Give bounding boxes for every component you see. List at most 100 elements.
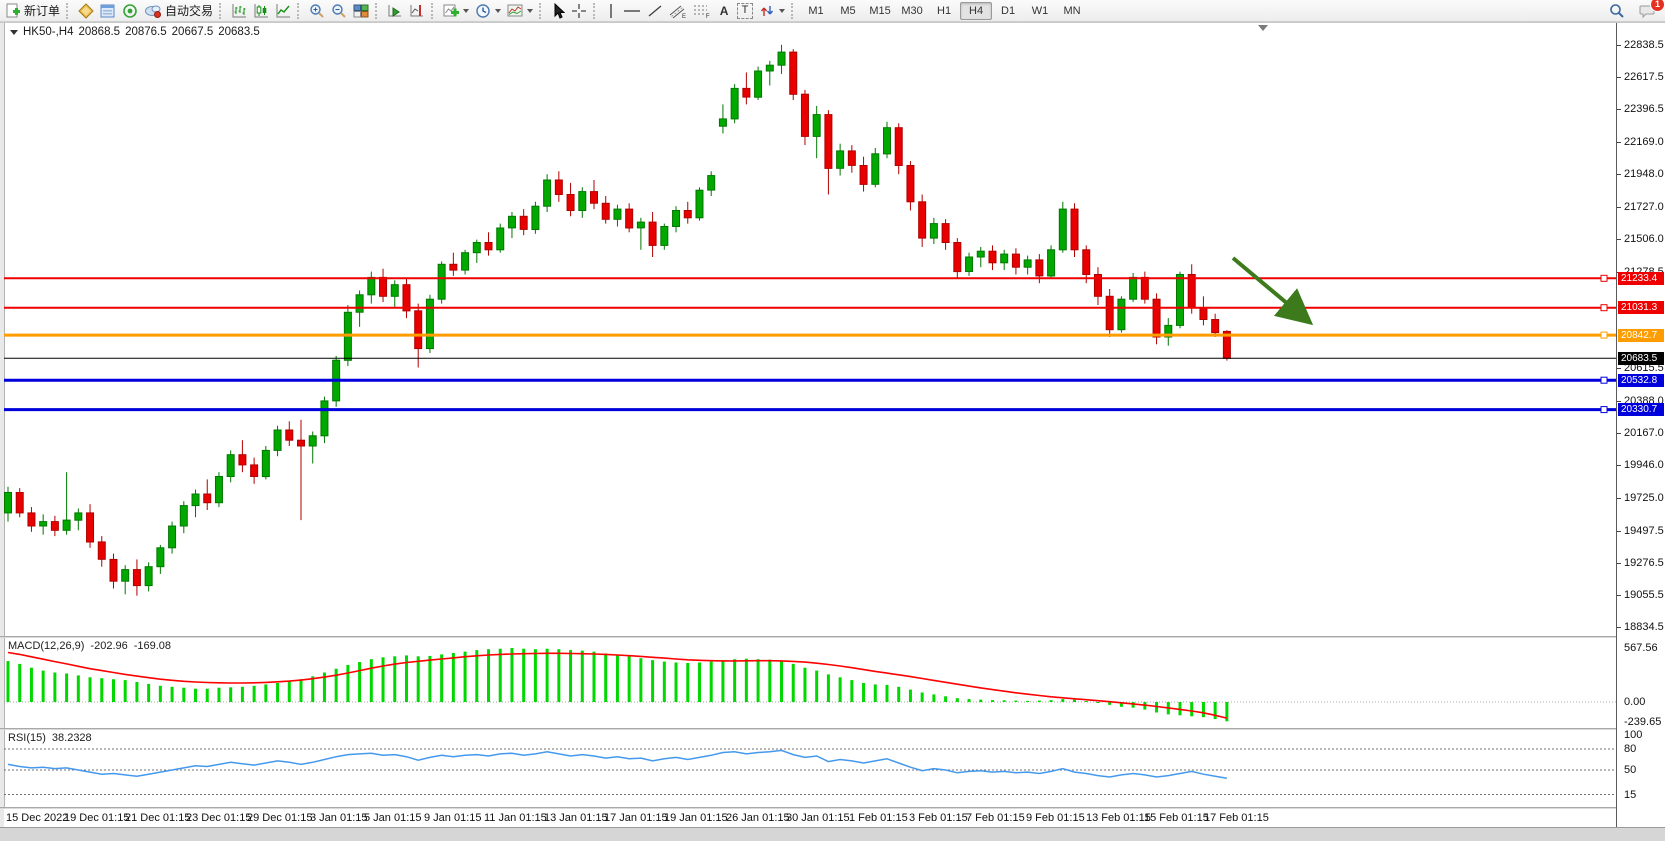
annotation-arrow[interactable]: [1231, 256, 1314, 326]
new-order-button[interactable]: 新订单: [2, 1, 63, 21]
price-axis[interactable]: 22838.5 22617.5 22396.5 22169.0 21948.0 21727…: [1616, 23, 1665, 827]
trendline-icon: [648, 4, 662, 17]
zoom-in-icon: [310, 3, 324, 18]
time-axis-label: 3 Jan 01:15: [310, 812, 368, 824]
panel-separator[interactable]: [0, 807, 1665, 809]
macd-signal-line: [7, 651, 1228, 719]
time-axis-label: 23 Dec 01:15: [186, 812, 252, 824]
macd-label-row: MACD(12,26,9) -202.96 -169.08: [8, 640, 171, 652]
indicators-button[interactable]: [440, 1, 472, 21]
zoom-in-button[interactable]: [306, 1, 328, 21]
auto-scroll-icon: [388, 4, 402, 17]
horizontal-line-tool-button[interactable]: [620, 1, 644, 21]
macd-value-main: -202.96: [90, 640, 128, 652]
templates-button[interactable]: [504, 1, 536, 21]
cursor-tool-button[interactable]: [548, 1, 568, 21]
time-axis-label: 19 Dec 01:15: [64, 812, 130, 824]
trendline-tool-button[interactable]: [644, 1, 666, 21]
zoom-out-button[interactable]: [328, 1, 350, 21]
candlestick-chart-icon: [254, 3, 269, 17]
market-window-button[interactable]: [97, 1, 119, 21]
toolbar-grip: [66, 2, 72, 19]
bar-chart-button[interactable]: [228, 1, 250, 21]
price-tick: [1617, 207, 1621, 208]
toolbar-grip: [539, 2, 545, 19]
timeframe-h4-button[interactable]: H4: [960, 1, 993, 20]
time-axis-label: 13 Jan 01:15: [544, 812, 608, 824]
line-chart-button[interactable]: [272, 1, 294, 21]
main-toolbar: 新订单: [0, 0, 1665, 22]
macd-histogram: [6, 648, 1229, 722]
charts-button[interactable]: [75, 1, 97, 21]
equidistant-channel-tool-button[interactable]: E: [666, 1, 690, 21]
symbol-expand-icon[interactable]: [10, 29, 18, 35]
price-tick-label: 20615.5: [1624, 362, 1664, 374]
chart-shift-icon: [410, 4, 424, 16]
autotrading-button[interactable]: 自动交易: [141, 1, 216, 21]
ohlc-low: 20667.5: [171, 26, 214, 38]
price-tick-label: 22617.5: [1624, 71, 1664, 83]
toolbar-grip: [431, 2, 437, 19]
horizontal-level-lines[interactable]: [4, 274, 1616, 414]
tile-windows-button[interactable]: [350, 1, 372, 21]
time-axis-label: 15 Dec 2022: [6, 812, 69, 824]
price-tick-label: 19725.0: [1624, 492, 1664, 504]
notification-badge: 1: [1650, 0, 1665, 12]
time-axis-label: 19 Jan 01:15: [664, 812, 728, 824]
chevron-down-icon: [463, 8, 470, 13]
text-tool-button[interactable]: A: [714, 1, 734, 21]
timeframe-m15-button[interactable]: M15: [869, 4, 891, 17]
text-label-tool-button[interactable]: T: [734, 1, 756, 21]
macd-axis-label: 567.56: [1624, 642, 1658, 654]
timeframe-m1-button[interactable]: M1: [808, 4, 824, 17]
timeframe-d1-button[interactable]: D1: [1001, 4, 1016, 17]
arrows-icon: [760, 5, 774, 16]
macd-panel: [4, 638, 1616, 728]
fibonacci-tool-button[interactable]: F: [690, 1, 714, 21]
chart-shift-button[interactable]: [406, 1, 428, 21]
chart-shift-marker[interactable]: [1258, 25, 1268, 31]
level-price-label: 21233.4: [1618, 272, 1664, 285]
price-tick: [1617, 142, 1621, 143]
periods-button[interactable]: [472, 1, 504, 21]
level-price-label: 20330.7: [1618, 403, 1664, 416]
rsi-panel: [4, 730, 1616, 807]
auto-scroll-button[interactable]: [384, 1, 406, 21]
candlestick-chart-button[interactable]: [250, 1, 272, 21]
new-order-icon: [6, 3, 20, 17]
price-tick-label: 22169.0: [1624, 136, 1664, 148]
price-tick: [1617, 563, 1621, 564]
price-tick-label: 22838.5: [1624, 39, 1664, 51]
price-tick-label: 21727.0: [1624, 201, 1664, 213]
price-tick-label: 19946.0: [1624, 459, 1664, 471]
macd-axis-label: 0.00: [1624, 696, 1646, 708]
crosshair-tool-button[interactable]: [568, 1, 590, 21]
time-axis-label: 7 Feb 01:15: [966, 812, 1025, 824]
signals-button[interactable]: [119, 1, 141, 21]
panel-separator[interactable]: [0, 728, 1665, 730]
panel-separator[interactable]: [0, 636, 1665, 638]
timeframe-mn-button[interactable]: MN: [1063, 4, 1081, 17]
window-left-edge: [0, 23, 5, 840]
notifications-button[interactable]: 1: [1636, 0, 1665, 21]
timeframe-w1-button[interactable]: W1: [1031, 4, 1049, 17]
rsi-axis-label: 80: [1624, 743, 1637, 755]
toolbar-grip: [791, 2, 797, 19]
search-button[interactable]: [1606, 1, 1628, 21]
rsi-svg: [4, 748, 1616, 795]
time-axis[interactable]: 15 Dec 2022 19 Dec 01:15 21 Dec 01:15 23 De…: [4, 809, 1616, 827]
vertical-line-tool-button[interactable]: [602, 1, 620, 21]
level-price-label: 20842.7: [1618, 329, 1664, 342]
level-price-label: 21031.3: [1618, 301, 1664, 314]
price-tick-label: 19497.5: [1624, 525, 1664, 537]
price-tick-label: 20167.0: [1624, 427, 1664, 439]
timeframe-h1-button[interactable]: H1: [937, 4, 952, 17]
timeframe-m30-button[interactable]: M30: [901, 4, 923, 17]
time-axis-label: 9 Feb 01:15: [1026, 812, 1085, 824]
time-axis-label: 15 Feb 01:15: [1144, 812, 1209, 824]
macd-axis-label: -239.65: [1624, 716, 1662, 728]
arrows-tool-button[interactable]: [756, 1, 788, 21]
macd-name: MACD(12,26,9): [8, 640, 85, 652]
timeframe-m5-button[interactable]: M5: [840, 4, 856, 17]
market-window-icon: [100, 4, 115, 17]
